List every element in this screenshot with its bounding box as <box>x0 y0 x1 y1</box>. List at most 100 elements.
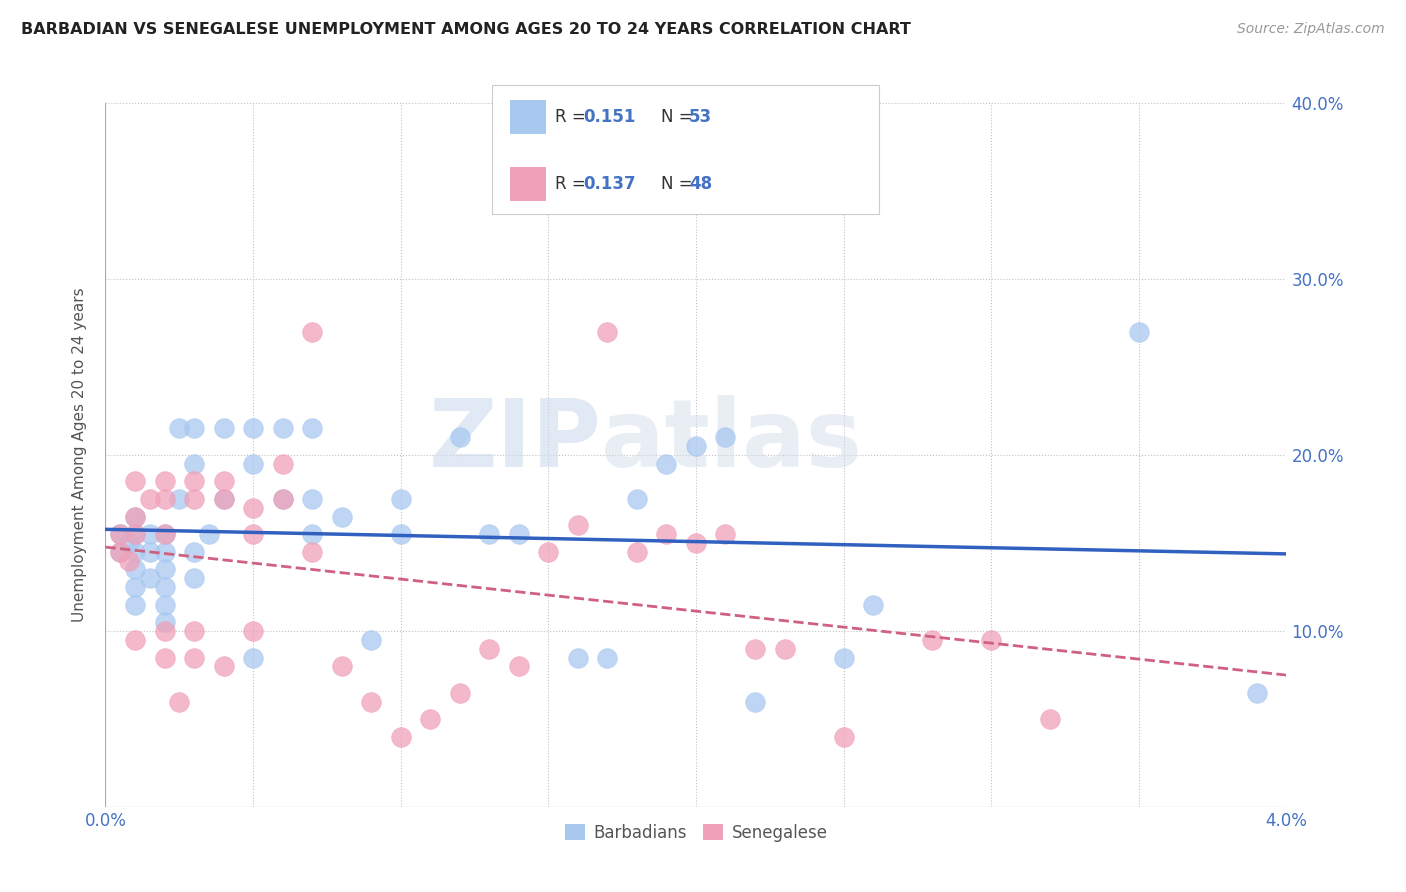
Point <box>183 650 205 665</box>
Point <box>478 641 501 656</box>
Point <box>242 624 264 639</box>
Point <box>449 686 471 700</box>
Point <box>478 527 501 541</box>
Point <box>153 527 176 541</box>
Point <box>508 527 530 541</box>
Point <box>153 527 176 541</box>
Point <box>980 632 1002 647</box>
Point <box>271 491 294 506</box>
Point <box>242 457 264 471</box>
Point <box>153 650 176 665</box>
Point <box>183 571 205 585</box>
Point <box>138 545 162 559</box>
Point <box>360 695 382 709</box>
Point <box>153 475 176 489</box>
Text: ZIP: ZIP <box>429 395 602 487</box>
Point <box>124 509 146 524</box>
Point <box>1128 325 1150 339</box>
Point <box>169 695 191 709</box>
Point <box>197 527 219 541</box>
Point <box>714 430 737 444</box>
Point <box>330 659 353 673</box>
Point <box>118 536 141 550</box>
Point <box>685 439 707 453</box>
Y-axis label: Unemployment Among Ages 20 to 24 years: Unemployment Among Ages 20 to 24 years <box>72 287 87 623</box>
Point <box>212 491 235 506</box>
Point <box>124 580 146 594</box>
Point <box>330 509 353 524</box>
Point <box>301 421 323 435</box>
Point <box>183 475 205 489</box>
Point <box>138 491 162 506</box>
Point <box>242 527 264 541</box>
Point <box>153 615 176 630</box>
Point <box>110 527 132 541</box>
Text: BARBADIAN VS SENEGALESE UNEMPLOYMENT AMONG AGES 20 TO 24 YEARS CORRELATION CHART: BARBADIAN VS SENEGALESE UNEMPLOYMENT AMO… <box>21 22 911 37</box>
Text: Source: ZipAtlas.com: Source: ZipAtlas.com <box>1237 22 1385 37</box>
Point <box>169 421 191 435</box>
Legend: Barbadians, Senegalese: Barbadians, Senegalese <box>558 817 834 848</box>
Point <box>862 598 884 612</box>
Text: R =: R = <box>555 175 592 193</box>
Point <box>169 491 191 506</box>
Point <box>183 545 205 559</box>
Point <box>242 500 264 515</box>
Point <box>655 527 678 541</box>
Point <box>921 632 943 647</box>
Point <box>1039 712 1062 726</box>
Point <box>1246 686 1268 700</box>
Point <box>212 475 235 489</box>
Point <box>301 527 323 541</box>
Point <box>714 527 737 541</box>
Point <box>360 632 382 647</box>
Text: 53: 53 <box>689 108 711 126</box>
Point <box>832 730 855 744</box>
Text: 48: 48 <box>689 175 711 193</box>
Point <box>389 491 412 506</box>
Point <box>110 545 132 559</box>
Text: atlas: atlas <box>602 395 862 487</box>
Point <box>110 545 132 559</box>
Point <box>124 562 146 576</box>
Point <box>685 536 707 550</box>
Text: 0.137: 0.137 <box>583 175 636 193</box>
Point <box>212 421 235 435</box>
Point <box>271 457 294 471</box>
Point <box>301 491 323 506</box>
Point <box>153 624 176 639</box>
Point <box>124 527 146 541</box>
Point <box>212 659 235 673</box>
Point <box>389 527 412 541</box>
Point <box>596 325 619 339</box>
Point <box>124 632 146 647</box>
Point <box>655 457 678 471</box>
Point <box>271 421 294 435</box>
Point <box>271 491 294 506</box>
Point <box>242 421 264 435</box>
Point <box>183 624 205 639</box>
Point <box>567 650 589 665</box>
Point <box>419 712 441 726</box>
Point <box>242 650 264 665</box>
Point <box>744 695 766 709</box>
Point <box>626 491 648 506</box>
Text: R =: R = <box>555 108 592 126</box>
Point <box>153 562 176 576</box>
Point <box>596 650 619 665</box>
Point <box>124 509 146 524</box>
Text: 0.151: 0.151 <box>583 108 636 126</box>
Point <box>124 598 146 612</box>
Point <box>118 553 141 568</box>
Point <box>301 545 323 559</box>
Point <box>153 580 176 594</box>
Point <box>124 545 146 559</box>
Point <box>537 545 560 559</box>
Point <box>124 527 146 541</box>
Point <box>183 457 205 471</box>
Text: N =: N = <box>661 175 697 193</box>
Point <box>153 491 176 506</box>
Point <box>301 325 323 339</box>
Point <box>124 475 146 489</box>
Point <box>212 491 235 506</box>
Point <box>744 641 766 656</box>
